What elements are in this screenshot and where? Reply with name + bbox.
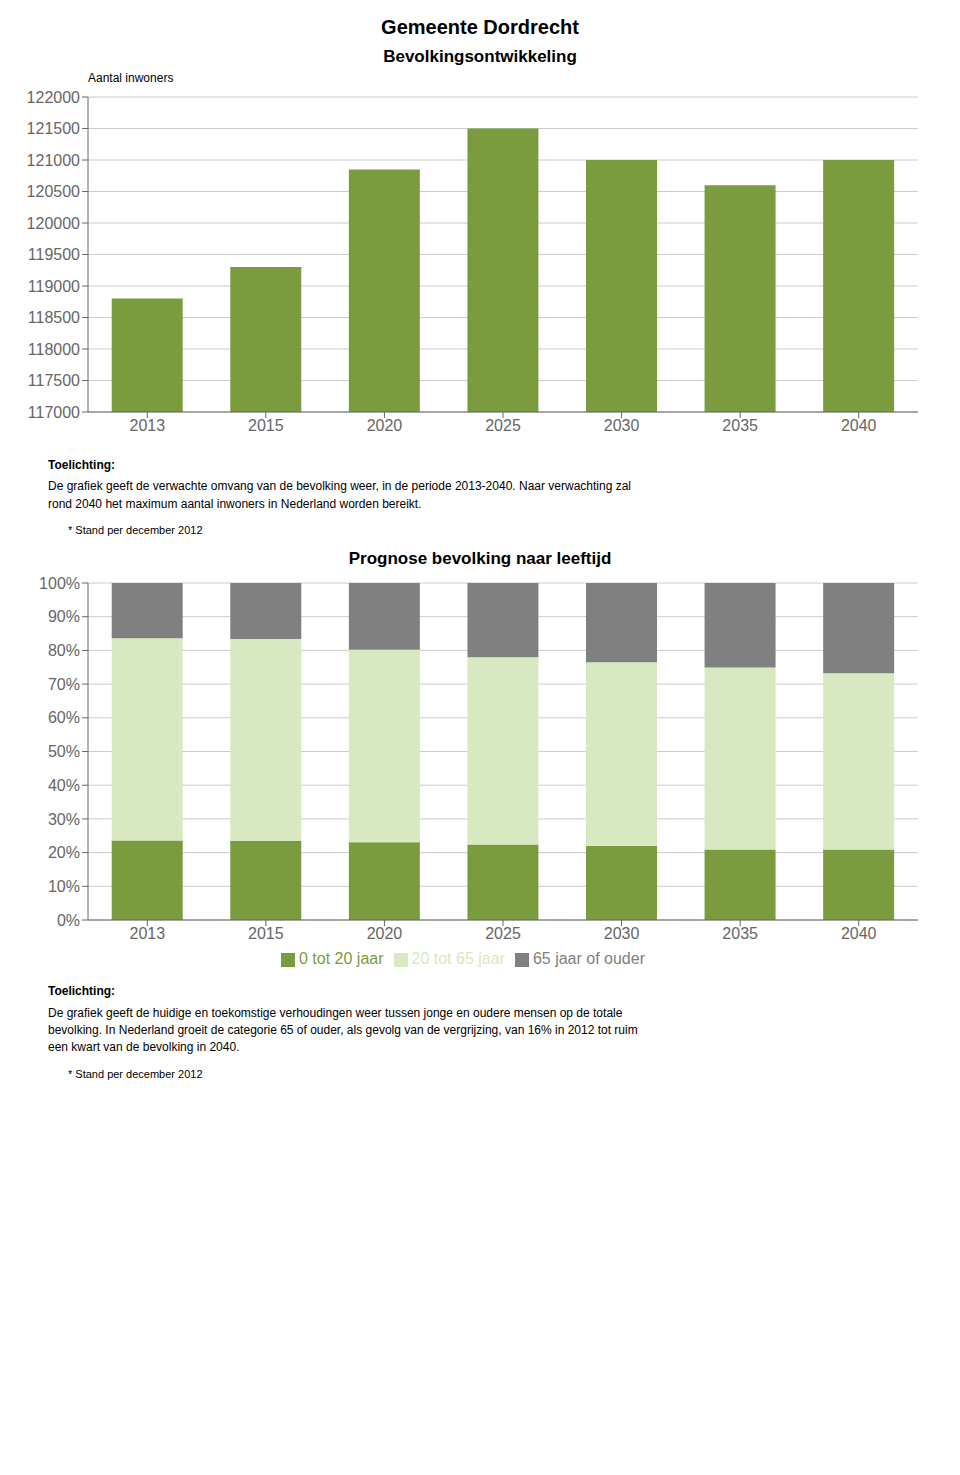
- html-text:Toelichting:: Toelichting:: [48, 458, 116, 472]
- html-text:0 tot 20 jaar: 0 tot 20 jaar: [299, 950, 384, 968]
- svg-text:2025: 2025: [485, 925, 521, 942]
- html-text:* Stand per december 2012: * Stand per december 2012: [68, 1067, 203, 1080]
- svg-text:2020: 2020: [367, 925, 403, 942]
- svg-text:70%: 70%: [48, 676, 80, 693]
- svg-text:2020: 2020: [367, 417, 403, 434]
- svg-text:120500: 120500: [27, 183, 80, 200]
- svg-text:2035: 2035: [722, 417, 758, 434]
- svg-text:117500: 117500: [28, 372, 80, 389]
- svg-text:10%: 10%: [48, 878, 80, 895]
- svg-text:2035: 2035: [722, 925, 758, 942]
- html-text:Gemeente Dordrecht: Gemeente Dordrecht: [381, 16, 579, 38]
- svg-text:2030: 2030: [604, 417, 640, 434]
- svg-text:2030: 2030: [604, 925, 640, 942]
- svg-text:118500: 118500: [28, 309, 80, 326]
- svg-text:90%: 90%: [48, 608, 80, 625]
- svg-text:80%: 80%: [48, 642, 80, 659]
- svg-text:118000: 118000: [28, 341, 80, 358]
- svg-text:120000: 120000: [27, 215, 80, 232]
- svg-text:122000: 122000: [27, 89, 80, 106]
- svg-text:2013: 2013: [129, 417, 165, 434]
- svg-text:2040: 2040: [841, 925, 877, 942]
- svg-text:121500: 121500: [27, 120, 80, 137]
- svg-text:20%: 20%: [48, 844, 80, 861]
- svg-text:117000: 117000: [28, 404, 80, 421]
- svg-text:2015: 2015: [248, 417, 284, 434]
- html-text:* Stand per december 2012: * Stand per december 2012: [68, 524, 203, 537]
- svg-text:40%: 40%: [48, 777, 80, 794]
- html-text:De grafiek geeft de huidige en: De grafiek geeft de huidige en toekomsti…: [48, 1005, 638, 1055]
- html-text:Toelichting:: Toelichting:: [48, 984, 116, 999]
- svg-text:121000: 121000: [27, 152, 80, 169]
- svg-text:2013: 2013: [129, 925, 165, 942]
- html-text:De grafiek geeft de verwachte: De grafiek geeft de verwachte omvang van…: [48, 479, 631, 511]
- html-text:Prognose bevolking naar leefti: Prognose bevolking naar leeftijd: [348, 549, 612, 569]
- svg-text:100%: 100%: [39, 575, 80, 592]
- html-text:65 jaar of ouder: 65 jaar of ouder: [532, 950, 645, 968]
- svg-text:30%: 30%: [48, 811, 80, 828]
- svg-text:119000: 119000: [28, 278, 80, 295]
- svg-text:0%: 0%: [57, 912, 80, 929]
- svg-text:2040: 2040: [841, 417, 877, 434]
- svg-text:60%: 60%: [48, 710, 80, 727]
- svg-text:2025: 2025: [485, 417, 521, 434]
- svg-text:50%: 50%: [48, 743, 80, 760]
- html-text:20 tot 65 jaar: 20 tot 65 jaar: [411, 950, 505, 968]
- html-text:Bevolkingsontwikkeling: Bevolkingsontwikkeling: [383, 47, 577, 66]
- svg-text:2015: 2015: [248, 925, 284, 942]
- svg-text:119500: 119500: [28, 246, 80, 263]
- html-text:Aantal inwoners: Aantal inwoners: [88, 71, 174, 85]
